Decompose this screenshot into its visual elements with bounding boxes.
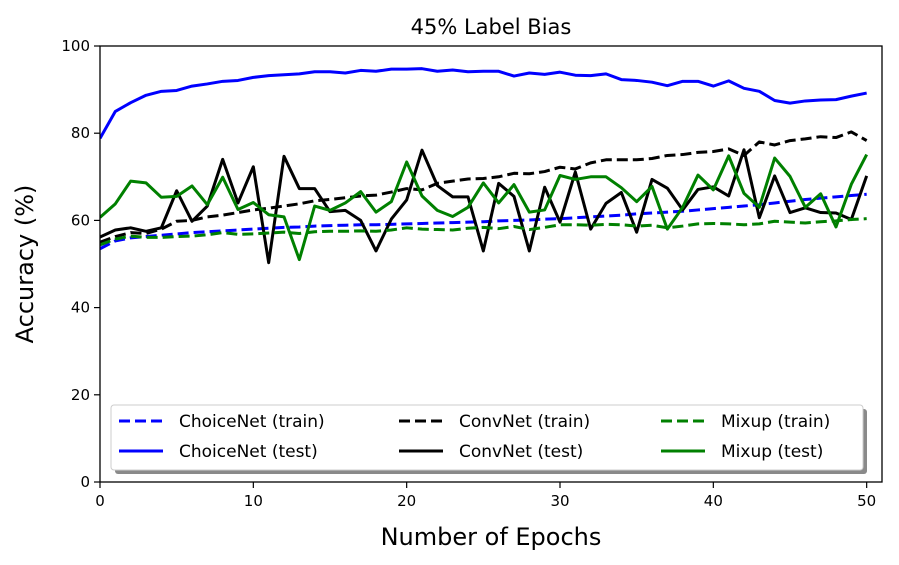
y-axis-title: Accuracy (%) <box>11 185 39 344</box>
series-line-mixup-test <box>100 153 869 262</box>
series-line-mixup-train <box>100 217 867 247</box>
legend-label-choicenet-test: ChoiceNet (test) <box>179 442 318 462</box>
x-axis: 0 10 20 30 40 50 <box>95 482 876 510</box>
x-tick-label: 10 <box>244 492 263 510</box>
legend: ChoiceNet (train) ChoiceNet (test) ConvNet… <box>110 404 867 474</box>
x-tick-label: 0 <box>95 492 105 510</box>
y-axis: 0 20 40 60 80 100 <box>61 37 100 491</box>
series-line-convnet-train <box>100 130 868 244</box>
legend-label-mixup-test: Mixup (test) <box>721 442 823 462</box>
y-tick-label: 0 <box>80 473 90 491</box>
series-line-choicenet-train <box>100 192 867 251</box>
x-tick-label: 30 <box>550 492 569 510</box>
chart-title: 45% Label Bias <box>411 15 572 39</box>
x-tick-label: 50 <box>857 492 876 510</box>
y-tick-label: 60 <box>71 211 90 229</box>
legend-label-convnet-train: ConvNet (train) <box>459 412 590 432</box>
y-tick-label: 80 <box>71 124 90 142</box>
series-line-convnet-test <box>100 148 869 265</box>
legend-label-choicenet-train: ChoiceNet (train) <box>179 412 325 432</box>
y-tick-label: 100 <box>61 37 90 55</box>
plot-frame <box>99 45 883 483</box>
x-tick-label: 20 <box>397 492 416 510</box>
legend-label-convnet-test: ConvNet (test) <box>459 442 583 462</box>
y-tick-label: 20 <box>71 386 90 404</box>
x-tick-label: 40 <box>704 492 723 510</box>
legend-label-mixup-train: Mixup (train) <box>721 412 830 432</box>
x-axis-title: Number of Epochs <box>381 523 602 551</box>
y-tick-label: 40 <box>71 299 90 317</box>
series-line-choicenet-test <box>100 67 867 140</box>
legend-box <box>110 404 864 471</box>
